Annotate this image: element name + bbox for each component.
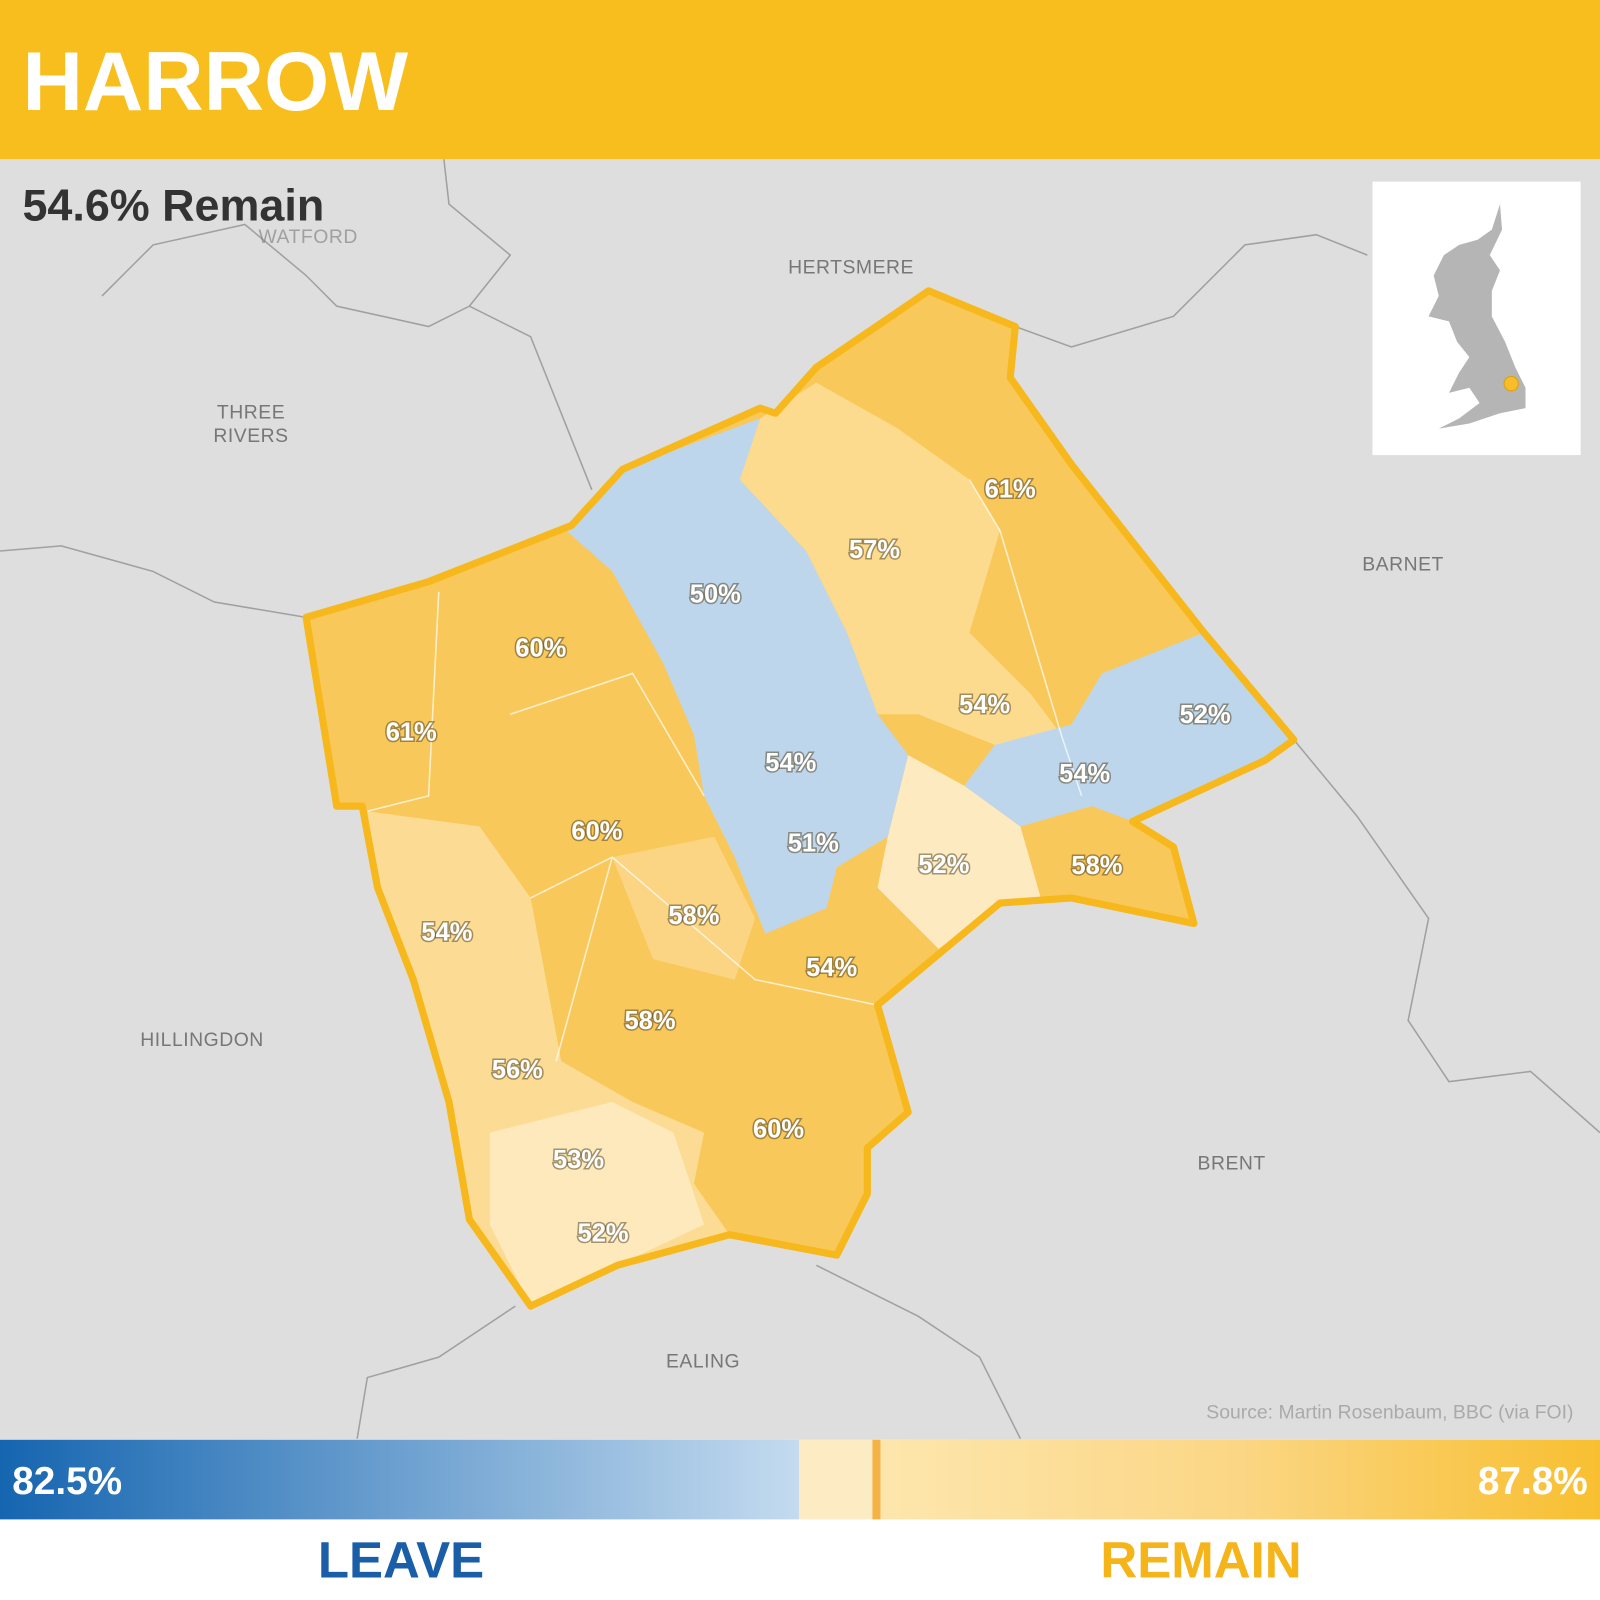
scale-min: 82.5% bbox=[12, 1460, 122, 1503]
leave-label: LEAVE bbox=[318, 1532, 484, 1589]
ward-label: 50% bbox=[690, 581, 741, 609]
scale-neutral bbox=[798, 1439, 876, 1520]
ward-label: 60% bbox=[753, 1115, 804, 1143]
ward-label: 54% bbox=[1059, 760, 1110, 788]
ward-area bbox=[566, 418, 909, 934]
ward-label: 53% bbox=[553, 1146, 604, 1174]
ward-label: 61% bbox=[386, 718, 437, 746]
ward-label: 57% bbox=[849, 536, 900, 564]
source: Source: Martin Rosenbaum, BBC (via FOI) bbox=[1206, 1401, 1573, 1423]
ward-label: 58% bbox=[668, 902, 719, 930]
scale-marker bbox=[872, 1439, 881, 1520]
place-label: WATFORD bbox=[258, 226, 357, 248]
ward-label: 54% bbox=[421, 918, 472, 946]
place-label: HERTSMERE bbox=[788, 256, 914, 278]
ward-label: 58% bbox=[624, 1007, 675, 1035]
ward-area bbox=[739, 382, 1062, 745]
scale-remain bbox=[880, 1439, 1600, 1520]
ward-labels: 61% 57% 50% 60% 61% 54% 52% 54% 54% 60% 51% 52% 58% 5… bbox=[384, 474, 1232, 1249]
header-bar bbox=[0, 0, 1600, 160]
ward-label: 56% bbox=[492, 1056, 543, 1084]
ward-area bbox=[612, 836, 756, 980]
ward-area bbox=[489, 1102, 705, 1307]
scale-leave bbox=[0, 1439, 799, 1520]
scale-max: 87.8% bbox=[1478, 1460, 1588, 1503]
place-label: EALING bbox=[666, 1350, 740, 1372]
place-label: HILLINGDON bbox=[140, 1029, 264, 1051]
result: 54.6% Remain bbox=[22, 179, 324, 230]
place-label: BRENT bbox=[1198, 1152, 1266, 1174]
ward-label: 52% bbox=[918, 851, 969, 879]
ward-label: 58% bbox=[1071, 852, 1122, 880]
place-label: RIVERS bbox=[213, 425, 288, 447]
ward-borders bbox=[367, 479, 1083, 1062]
title: HARROW bbox=[22, 34, 408, 128]
inset-location bbox=[1503, 376, 1519, 392]
inset-uk bbox=[1428, 204, 1526, 429]
ward-label: 54% bbox=[765, 749, 816, 777]
place-label: THREE bbox=[217, 401, 285, 423]
ward-label: 61% bbox=[985, 476, 1036, 504]
ward-label: 54% bbox=[806, 954, 857, 982]
ward-label: 52% bbox=[578, 1219, 629, 1247]
ward-label: 51% bbox=[788, 830, 839, 858]
ward-label: 54% bbox=[959, 691, 1010, 719]
place-label: BARNET bbox=[1362, 553, 1444, 575]
ward-label: 52% bbox=[1180, 701, 1231, 729]
ward-label: 60% bbox=[571, 817, 622, 845]
ward-area bbox=[964, 632, 1294, 827]
remain-label: REMAIN bbox=[1100, 1532, 1301, 1589]
harrow-outline bbox=[302, 287, 1298, 1310]
ward-label: 60% bbox=[515, 635, 566, 663]
borough-borders bbox=[0, 159, 1600, 1440]
